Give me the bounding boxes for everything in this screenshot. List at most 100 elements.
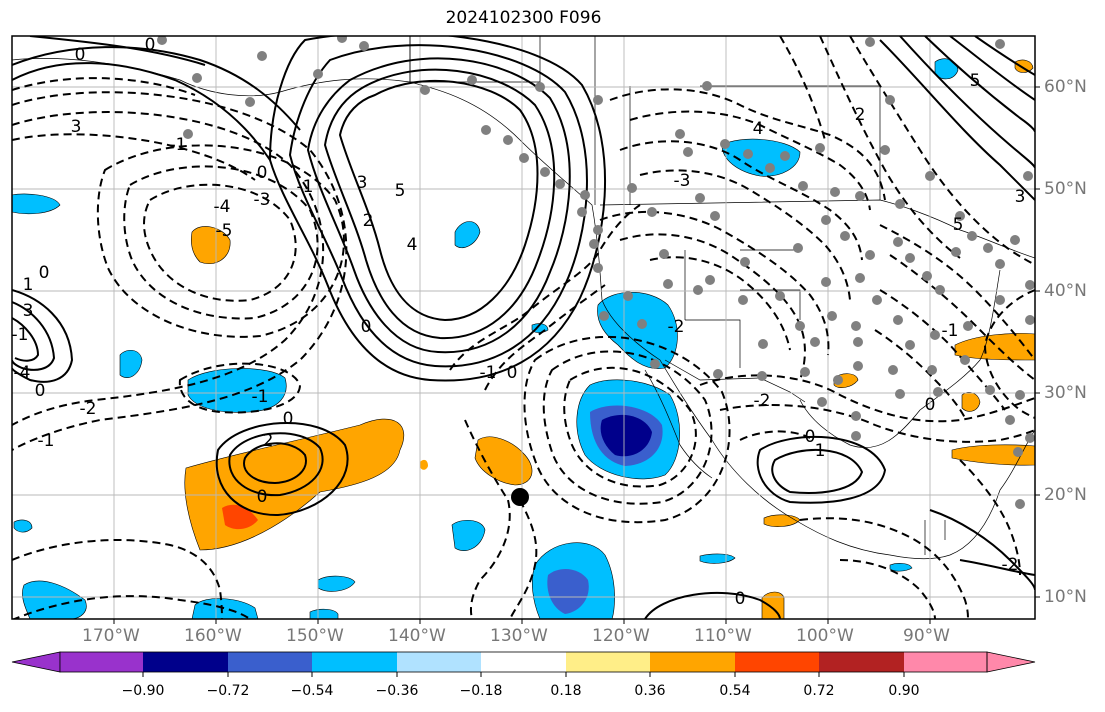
contour-label: 1 bbox=[23, 275, 34, 295]
storm-center-marker bbox=[511, 488, 529, 506]
shade-orange bbox=[954, 333, 1035, 361]
latitude-label: 10°N bbox=[1044, 587, 1087, 607]
colorbar-swatch bbox=[312, 652, 397, 672]
latitude-label: 30°N bbox=[1044, 383, 1087, 403]
contour-label: -2 bbox=[754, 391, 771, 411]
contour-labels: 0 3 0 -1 -3 -4 -5 0 -1 3 5 2 4 0 -1 0 -3… bbox=[12, 35, 1026, 609]
contour-label: 1 bbox=[815, 441, 826, 461]
shade-cyan bbox=[13, 519, 33, 533]
colorbar-swatch bbox=[60, 652, 143, 672]
contour-label: 5 bbox=[970, 71, 981, 91]
longitude-label: 100°W bbox=[796, 626, 854, 646]
contour-label: -1 bbox=[12, 325, 29, 345]
colorbar-swatch bbox=[904, 652, 987, 672]
contour-label: 0 bbox=[75, 45, 86, 65]
contour-label: -1 bbox=[170, 135, 187, 155]
colorbar-tick-label: −0.54 bbox=[290, 683, 334, 699]
map-title: 2024102300 F096 bbox=[445, 8, 602, 28]
colorbar bbox=[11, 651, 1036, 677]
colorbar-tick-label: 0.54 bbox=[719, 683, 751, 699]
contour-label: 0 bbox=[257, 487, 268, 507]
latitude-label: 40°N bbox=[1044, 281, 1087, 301]
shade-medblue bbox=[547, 568, 589, 614]
latitude-label: 50°N bbox=[1044, 179, 1087, 199]
contour-label: 3 bbox=[357, 173, 368, 193]
contour-label: 3 bbox=[23, 301, 34, 321]
contour-label: -1 bbox=[297, 177, 314, 197]
colorbar-tick-label: 0.90 bbox=[888, 683, 920, 699]
contour-label: 2 bbox=[363, 211, 374, 231]
shade-navy bbox=[600, 414, 652, 457]
colorbar-swatch bbox=[397, 652, 481, 672]
contour-label: 3 bbox=[1015, 187, 1026, 207]
contour-label: 0 bbox=[507, 363, 518, 383]
latitude-label: 20°N bbox=[1044, 485, 1087, 505]
contour-label: 4 bbox=[407, 235, 418, 255]
contour-label: 0 bbox=[39, 263, 50, 283]
contour-label: 5 bbox=[953, 215, 964, 235]
colorbar-tick-label: 0.36 bbox=[634, 683, 666, 699]
shade-cyan bbox=[721, 138, 801, 177]
map-frame bbox=[11, 35, 1036, 620]
contour-label: 4 bbox=[753, 119, 764, 139]
shade-cyan bbox=[454, 221, 481, 249]
map-plot-area: 0 3 0 -1 -3 -4 -5 0 -1 3 5 2 4 0 -1 0 -3… bbox=[12, 35, 1035, 619]
contour-label: -3 bbox=[674, 171, 691, 191]
shade-cyan bbox=[309, 608, 339, 619]
colorbar-swatch bbox=[819, 652, 904, 672]
longitude-label: 140°W bbox=[388, 626, 446, 646]
contour-label: 0 bbox=[35, 381, 46, 401]
contour-label: 0 bbox=[361, 317, 372, 337]
contour-label: 0 bbox=[925, 395, 936, 415]
shade-orange bbox=[474, 436, 533, 486]
longitude-label: 150°W bbox=[286, 626, 344, 646]
shade-orange bbox=[1014, 59, 1034, 73]
station-markers bbox=[157, 36, 1035, 509]
contour-label: 0 bbox=[735, 589, 746, 609]
shade-cyan bbox=[451, 520, 486, 551]
colorbar-extend-high bbox=[986, 651, 1036, 673]
contour-label: -1 bbox=[252, 387, 269, 407]
contour-label: -2 bbox=[668, 317, 685, 337]
contour-label: 5 bbox=[395, 181, 406, 201]
shade-orange bbox=[190, 226, 231, 264]
colorbar-tick-label: −0.18 bbox=[459, 683, 503, 699]
colorbar-tick-label: 0.72 bbox=[803, 683, 835, 699]
colorbar-swatch bbox=[566, 652, 650, 672]
colorbar-tick-label: −0.36 bbox=[375, 683, 419, 699]
shade-cyan bbox=[119, 350, 143, 379]
longitude-label: 110°W bbox=[694, 626, 752, 646]
colorbar-swatch bbox=[228, 652, 312, 672]
contour-label: -2 bbox=[80, 399, 97, 419]
contour-label: 3 bbox=[71, 117, 82, 137]
shade-cyan bbox=[317, 575, 356, 592]
longitude-label: 120°W bbox=[592, 626, 650, 646]
contour-label: -4 bbox=[14, 363, 31, 383]
contour-label: 0 bbox=[145, 35, 156, 55]
shade-cyan bbox=[12, 193, 61, 215]
colorbar-swatch bbox=[481, 652, 566, 672]
colorbar-extend-low bbox=[11, 651, 61, 673]
contour-label: -3 bbox=[254, 190, 271, 210]
colorbar-tick-label: −0.90 bbox=[121, 683, 165, 699]
contour-label: -1 bbox=[38, 431, 55, 451]
shade-orange bbox=[761, 591, 785, 619]
coastlines bbox=[12, 36, 1035, 560]
contours-solid bbox=[12, 36, 1035, 619]
colorbar-swatch bbox=[143, 652, 228, 672]
colorbar-tick-label: 0.18 bbox=[550, 683, 582, 699]
contour-label: 0 bbox=[257, 163, 268, 183]
longitude-label: 130°W bbox=[490, 626, 548, 646]
contour-label: -4 bbox=[214, 197, 231, 217]
axis-ticks bbox=[113, 86, 1040, 624]
contours-dashed bbox=[12, 36, 1035, 619]
latitude-label: 60°N bbox=[1044, 77, 1087, 97]
shade-orange bbox=[420, 459, 428, 470]
colorbar-swatch bbox=[735, 652, 819, 672]
colorbar-swatch bbox=[650, 652, 735, 672]
contour-label: 2 bbox=[263, 431, 274, 451]
contour-label: -5 bbox=[216, 221, 233, 241]
contour-label: 2 bbox=[855, 105, 866, 125]
longitude-label: 170°W bbox=[82, 626, 140, 646]
